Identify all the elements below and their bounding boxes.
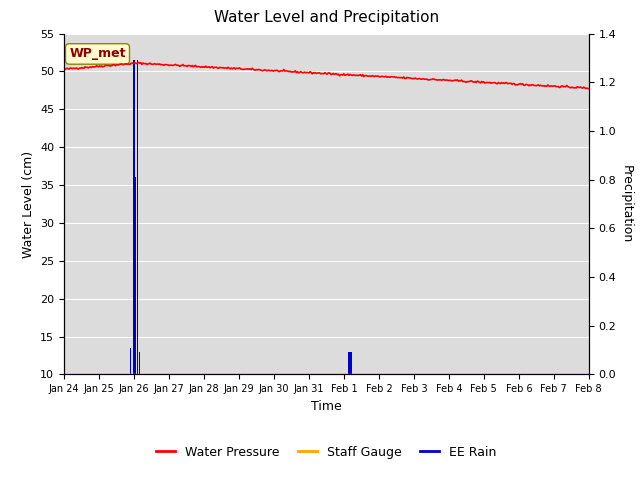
Y-axis label: Precipitation: Precipitation (620, 165, 633, 243)
Legend: Water Pressure, Staff Gauge, EE Rain: Water Pressure, Staff Gauge, EE Rain (151, 441, 502, 464)
Bar (348, 352, 350, 374)
Bar (135, 178, 136, 374)
Bar (138, 352, 140, 374)
Text: WP_met: WP_met (69, 48, 125, 60)
X-axis label: Time: Time (311, 400, 342, 413)
Y-axis label: Water Level (cm): Water Level (cm) (22, 150, 35, 258)
Title: Water Level and Precipitation: Water Level and Precipitation (214, 11, 439, 25)
Bar (137, 60, 138, 374)
Bar (133, 60, 134, 374)
Bar (130, 348, 131, 374)
Bar (350, 352, 351, 374)
